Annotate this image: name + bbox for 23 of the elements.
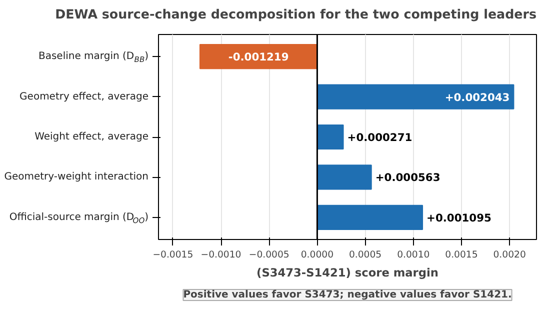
x-tick-label: −0.0015 [152,250,194,260]
x-tick-label: 0.0020 [493,250,526,260]
text: Positive values favor S3473; negative values favor S1421. [183,290,512,300]
data-label: +0.000563 [375,171,440,184]
x-tick-label: 0.0015 [445,250,478,260]
x-tick-label: 0.0005 [348,250,382,260]
data-label: +0.001095 [426,211,492,224]
data-label: -0.001219 [228,50,289,64]
y-tick-label: Geometry effect, average [20,91,149,102]
x-tick-label: 0.0010 [397,250,430,260]
data-label: +0.002043 [444,90,510,104]
bar [316,84,514,110]
x-tick-label: 0.0000 [300,250,334,260]
x-axis-title: (S3473-S1421) score margin [256,266,438,280]
bar [316,204,424,230]
x-tick-label: −0.0005 [248,250,290,260]
bar [316,164,372,190]
chart-title: DEWA source-change decomposition for the two competing leaders [55,6,537,22]
y-tick-label: Weight effect, average [34,132,149,142]
y-tick-label: Geometry-weight interaction [4,172,149,183]
data-label: +0.000271 [347,131,412,144]
x-tick-label: −0.0010 [200,250,242,260]
bar [316,124,344,150]
